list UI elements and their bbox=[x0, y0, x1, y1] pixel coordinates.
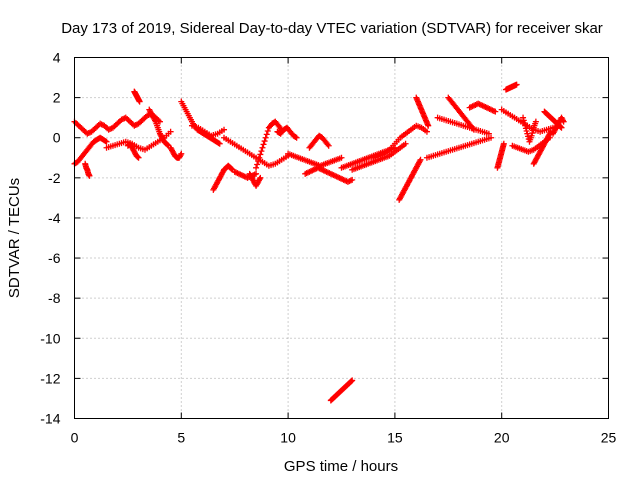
y-tick-label: -2 bbox=[48, 170, 61, 186]
data-point bbox=[325, 142, 332, 149]
data-point bbox=[260, 141, 267, 148]
data-point bbox=[349, 377, 356, 384]
data-point bbox=[256, 154, 263, 161]
y-tick-label: -6 bbox=[48, 250, 61, 266]
y-tick-label: -8 bbox=[48, 290, 61, 306]
data-point bbox=[262, 134, 269, 141]
data-point bbox=[470, 126, 477, 133]
data-point bbox=[523, 128, 530, 135]
data-point bbox=[338, 154, 345, 161]
data-point bbox=[558, 124, 565, 131]
data-point bbox=[228, 166, 235, 173]
data-point bbox=[151, 117, 158, 124]
axis-ticks bbox=[74, 57, 609, 419]
x-tick-label: 5 bbox=[177, 430, 185, 446]
y-tick-label: 2 bbox=[53, 90, 61, 106]
data-point bbox=[178, 150, 185, 157]
data-point bbox=[423, 128, 430, 135]
data-point bbox=[292, 134, 299, 141]
plot-frame bbox=[74, 57, 609, 419]
data-point bbox=[348, 378, 355, 385]
y-tick-label: 4 bbox=[53, 50, 61, 66]
grid-lines bbox=[74, 57, 609, 419]
data-point bbox=[221, 126, 228, 133]
data-point bbox=[177, 152, 184, 159]
data-point bbox=[522, 122, 529, 129]
data-point bbox=[500, 140, 507, 147]
data-point bbox=[520, 114, 527, 121]
data-point bbox=[135, 154, 142, 161]
data-point bbox=[258, 148, 265, 155]
data-point bbox=[520, 117, 527, 124]
data-point bbox=[167, 128, 174, 135]
data-point bbox=[256, 176, 263, 183]
data-point bbox=[324, 141, 331, 148]
data-point bbox=[522, 125, 529, 132]
data-point bbox=[257, 151, 264, 158]
data-point bbox=[102, 138, 109, 145]
data-point bbox=[255, 158, 262, 165]
data-point bbox=[257, 174, 264, 181]
data-point bbox=[349, 176, 356, 183]
data-point bbox=[134, 154, 141, 161]
data-point bbox=[264, 128, 271, 135]
data-point bbox=[136, 98, 143, 105]
data-point bbox=[532, 118, 539, 125]
x-tick-label: 20 bbox=[494, 430, 510, 446]
x-tick-label: 15 bbox=[387, 430, 403, 446]
y-tick-label: -14 bbox=[40, 411, 60, 427]
data-point bbox=[560, 118, 567, 125]
y-tick-label: 0 bbox=[53, 130, 61, 146]
data-point bbox=[559, 117, 566, 124]
data-point bbox=[525, 133, 532, 140]
x-tick-label: 10 bbox=[280, 430, 296, 446]
data-point bbox=[346, 178, 353, 185]
data-point bbox=[347, 177, 354, 184]
data-point bbox=[293, 134, 300, 141]
chart-title: Day 173 of 2019, Sidereal Day-to-day VTE… bbox=[61, 20, 603, 37]
data-point bbox=[416, 158, 423, 165]
data-point bbox=[469, 125, 476, 132]
data-point bbox=[529, 130, 536, 137]
y-tick-label: -12 bbox=[40, 370, 60, 386]
data-point bbox=[259, 144, 266, 151]
x-tick-label: 0 bbox=[71, 430, 79, 446]
data-point bbox=[521, 120, 528, 127]
data-point bbox=[253, 164, 260, 171]
x-tick-label: 25 bbox=[601, 430, 617, 446]
data-point bbox=[488, 134, 495, 141]
data-point bbox=[528, 132, 535, 139]
data-point bbox=[425, 122, 432, 129]
data-point bbox=[402, 140, 409, 147]
data-point bbox=[253, 170, 260, 177]
data-point bbox=[417, 156, 424, 163]
data-point bbox=[513, 81, 520, 88]
data-point bbox=[263, 131, 270, 138]
data-point bbox=[215, 140, 222, 147]
data-point bbox=[547, 130, 554, 137]
y-tick-label: -4 bbox=[48, 210, 61, 226]
y-axis-label: SDTVAR / TECUs bbox=[6, 178, 23, 298]
data-point bbox=[164, 142, 171, 149]
data-point bbox=[103, 138, 110, 145]
data-point bbox=[485, 130, 492, 137]
data-point bbox=[524, 130, 531, 137]
data-point bbox=[492, 108, 499, 115]
data-point bbox=[86, 172, 93, 179]
data-point bbox=[530, 127, 537, 134]
data-point bbox=[261, 138, 268, 145]
data-point bbox=[254, 161, 261, 168]
y-tick-label: -10 bbox=[40, 330, 60, 346]
data-points bbox=[71, 81, 567, 404]
x-axis-label: GPS time / hours bbox=[284, 458, 398, 475]
data-point bbox=[216, 140, 223, 147]
